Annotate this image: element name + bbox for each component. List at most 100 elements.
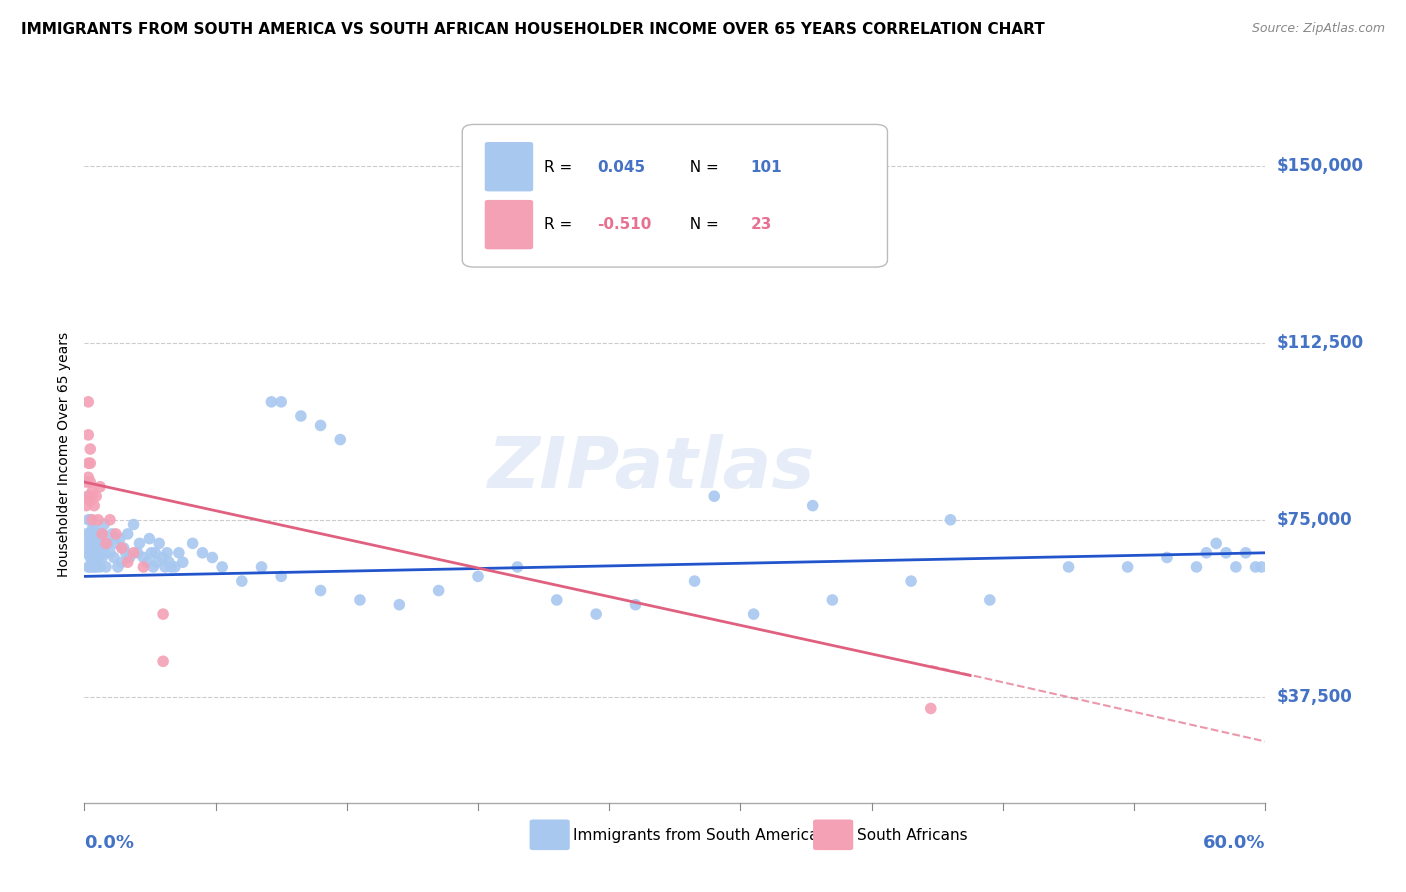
Point (77, 536, 100, 550)
Point (82, 522, 104, 536)
Point (84, 546, 107, 560)
Point (122, 546, 145, 560)
Point (82, 489, 104, 503)
Point (122, 517, 145, 532)
Text: $150,000: $150,000 (1277, 157, 1364, 175)
Point (157, 555, 180, 569)
Point (1225, 560, 1247, 574)
Point (104, 527, 127, 541)
Point (260, 395, 283, 409)
Point (111, 541, 134, 555)
Text: 101: 101 (751, 160, 782, 175)
Text: Immigrants from South America: Immigrants from South America (574, 828, 818, 843)
Point (97, 536, 120, 550)
Point (143, 546, 166, 560)
Point (101, 527, 124, 541)
Point (83, 522, 105, 536)
Point (152, 550, 174, 565)
Point (231, 574, 253, 588)
Point (93, 517, 115, 532)
Point (742, 607, 765, 621)
Point (1215, 546, 1237, 560)
Point (94, 560, 117, 574)
Point (79, 513, 101, 527)
Point (107, 560, 129, 574)
Text: 0.0%: 0.0% (84, 834, 135, 852)
Point (75, 475, 97, 489)
Text: R =: R = (544, 217, 576, 232)
Point (79, 456, 101, 470)
Point (84, 489, 107, 503)
Point (152, 654, 174, 668)
Point (270, 569, 292, 583)
Point (87, 541, 110, 555)
Text: $112,500: $112,500 (1277, 334, 1364, 351)
Point (329, 433, 352, 447)
Point (585, 607, 607, 621)
Point (141, 546, 163, 560)
Point (82, 527, 104, 541)
Point (87, 550, 110, 565)
Point (1116, 560, 1139, 574)
Point (201, 550, 224, 565)
Point (79, 475, 101, 489)
Point (82, 536, 104, 550)
Point (93, 546, 115, 560)
Point (77, 395, 100, 409)
Point (979, 593, 1001, 607)
Text: 23: 23 (751, 217, 772, 232)
Point (801, 499, 824, 513)
Point (900, 574, 922, 588)
Point (77, 456, 100, 470)
FancyBboxPatch shape (813, 820, 853, 850)
FancyBboxPatch shape (485, 200, 533, 250)
Point (79, 527, 101, 541)
Point (89, 536, 111, 550)
Point (309, 583, 332, 598)
Point (181, 536, 204, 550)
Point (153, 560, 176, 574)
Point (156, 546, 179, 560)
Text: N =: N = (679, 217, 723, 232)
Point (89, 546, 111, 560)
Point (84, 536, 107, 550)
Text: IMMIGRANTS FROM SOUTH AMERICA VS SOUTH AFRICAN HOUSEHOLDER INCOME OVER 65 YEARS : IMMIGRANTS FROM SOUTH AMERICA VS SOUTH A… (21, 22, 1045, 37)
Point (75, 499, 97, 513)
Point (427, 583, 450, 598)
Point (75, 527, 97, 541)
Point (94, 536, 117, 550)
Point (79, 560, 101, 574)
Point (82, 484, 104, 499)
Point (103, 550, 125, 565)
Text: South Africans: South Africans (856, 828, 967, 843)
Point (77, 560, 100, 574)
Point (250, 560, 273, 574)
Point (91, 527, 114, 541)
Point (1057, 560, 1080, 574)
Point (82, 513, 104, 527)
Point (211, 560, 233, 574)
Point (104, 536, 127, 550)
Point (87, 513, 110, 527)
Point (82, 560, 104, 574)
Point (84, 527, 107, 541)
Point (79, 546, 101, 560)
Text: 0.045: 0.045 (598, 160, 645, 175)
Point (77, 428, 100, 442)
Point (388, 598, 411, 612)
Point (821, 593, 844, 607)
Point (128, 536, 150, 550)
Point (84, 560, 107, 574)
Point (82, 555, 104, 569)
Point (91, 527, 114, 541)
Point (546, 593, 568, 607)
Y-axis label: Householder Income Over 65 years: Householder Income Over 65 years (58, 333, 72, 577)
Point (1156, 550, 1178, 565)
Point (83, 532, 105, 546)
Point (136, 555, 159, 569)
Point (1185, 560, 1208, 574)
Point (172, 555, 194, 569)
Point (506, 560, 529, 574)
Point (79, 536, 101, 550)
Point (118, 550, 141, 565)
